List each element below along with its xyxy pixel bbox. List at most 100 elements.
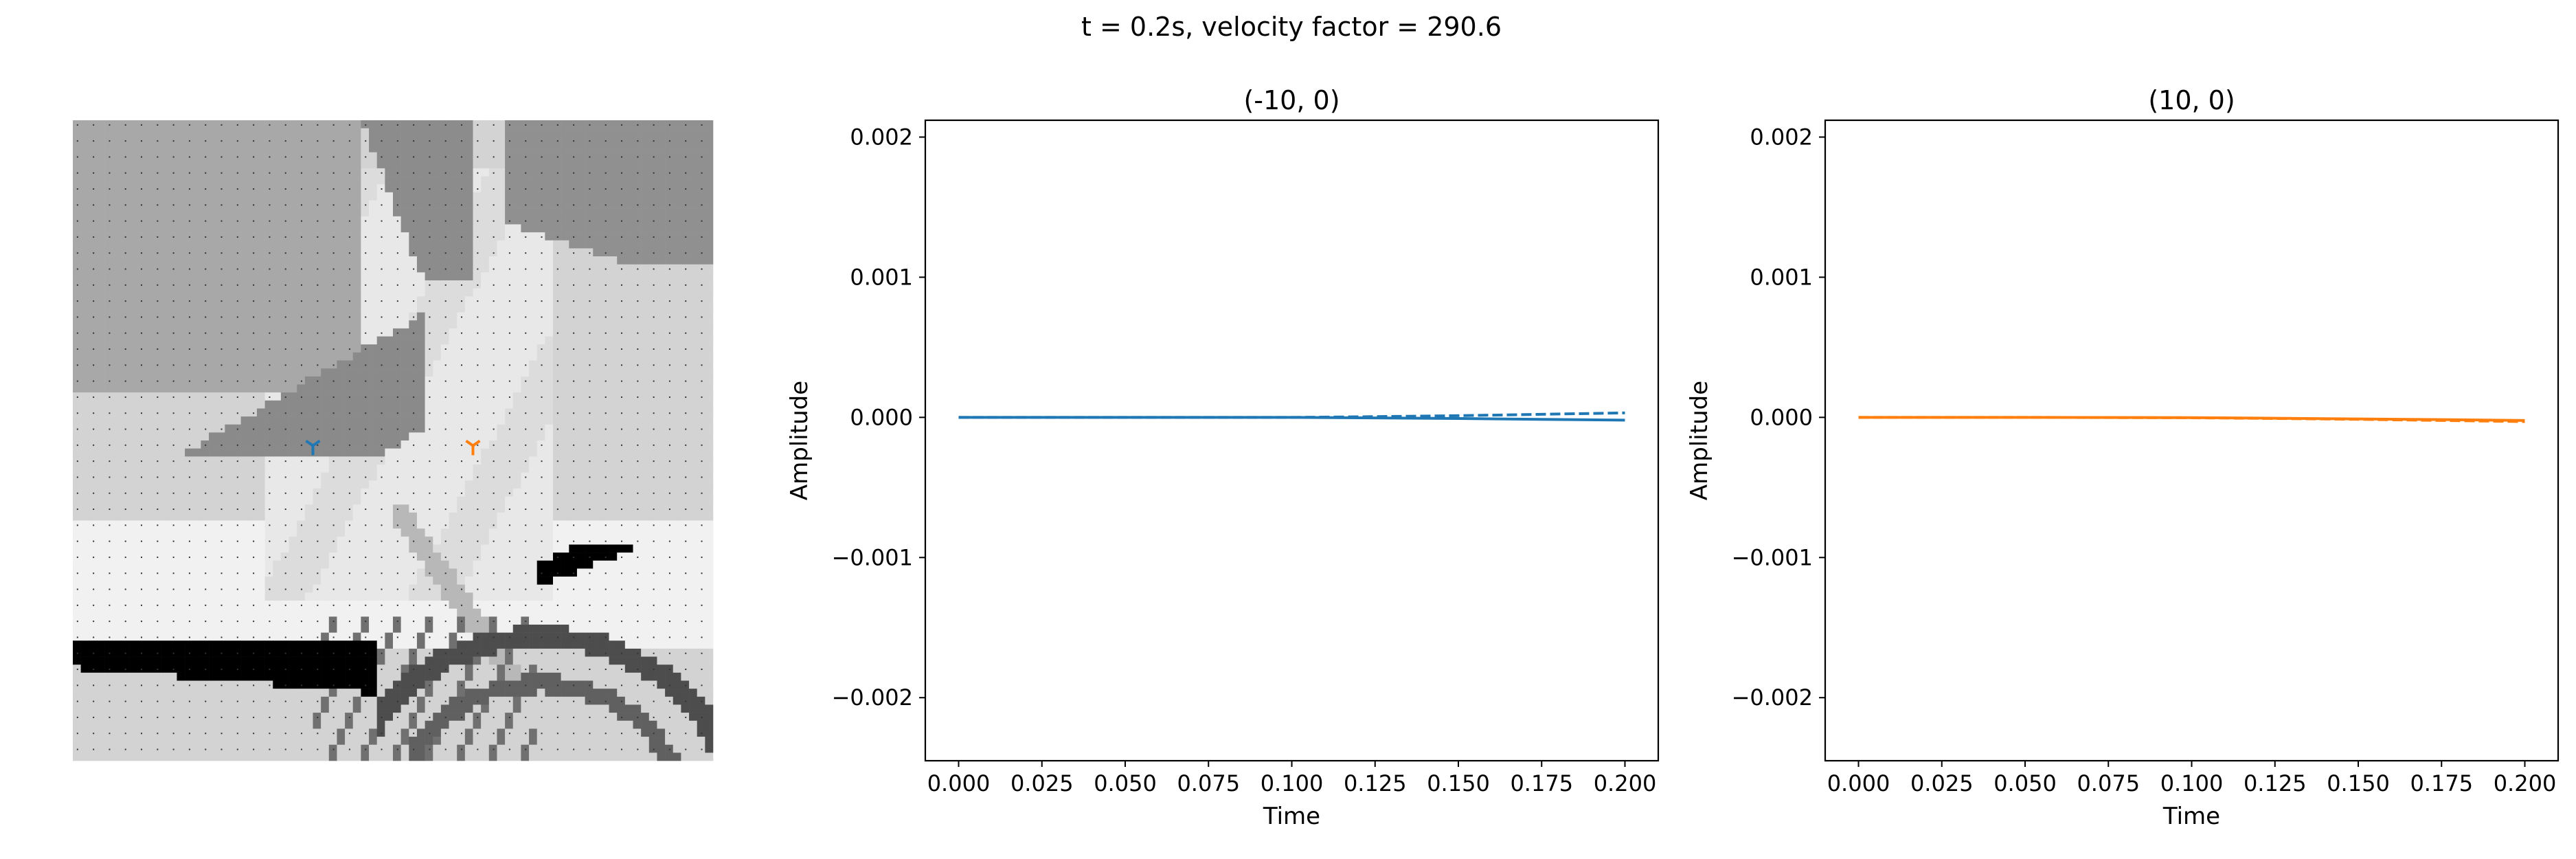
heatmap-cell	[561, 136, 569, 145]
heatmap-cell	[689, 528, 697, 537]
heatmap-cell	[433, 136, 442, 145]
heatmap-cell	[209, 424, 217, 433]
heatmap-cell	[545, 144, 554, 153]
heatmap-cell	[705, 336, 714, 345]
heatmap-cell	[321, 408, 330, 417]
heatmap-cell	[233, 384, 241, 393]
heatmap-cell	[96, 528, 105, 537]
heatmap-cell	[593, 152, 602, 161]
heatmap-cell	[545, 248, 554, 257]
heatmap-cell	[593, 272, 602, 281]
heatmap-cell	[137, 448, 146, 457]
heatmap-cell	[464, 320, 473, 329]
heatmap-cell	[425, 368, 433, 377]
heatmap-cell	[137, 592, 146, 601]
heatmap-cell	[440, 128, 449, 137]
heatmap-cell	[689, 568, 697, 577]
heatmap-cell	[249, 160, 258, 169]
heatmap-cell	[113, 488, 122, 497]
heatmap-cell	[337, 328, 346, 337]
heatmap-cell	[425, 480, 433, 489]
heatmap-cell	[673, 168, 681, 177]
heatmap-cell	[641, 384, 650, 393]
heatmap-cell	[249, 240, 258, 249]
heatmap-cell	[497, 504, 506, 513]
heatmap-cell	[209, 280, 217, 289]
heatmap-cell	[433, 344, 442, 353]
heatmap-cell	[393, 560, 401, 569]
heatmap-cell	[352, 232, 361, 241]
heatmap-cell	[576, 528, 585, 537]
heatmap-cell	[681, 400, 690, 409]
heatmap-cell	[576, 408, 585, 417]
heatmap-cell	[337, 553, 346, 561]
heatmap-cell	[624, 601, 633, 609]
heatmap-cell	[561, 560, 569, 569]
heatmap-cell	[665, 416, 674, 425]
heatmap-cell	[289, 312, 297, 321]
heatmap-cell	[641, 256, 650, 265]
heatmap-cell	[280, 608, 289, 617]
heatmap-cell	[497, 384, 506, 393]
heatmap-cell	[128, 528, 137, 537]
heatmap-cell	[449, 384, 457, 393]
heatmap-cell	[585, 400, 594, 409]
heatmap-cell	[641, 608, 650, 617]
heatmap-cell	[641, 208, 650, 217]
heatmap-cell	[313, 544, 321, 553]
heatmap-cell	[192, 184, 201, 193]
heatmap-cell	[264, 272, 273, 281]
heatmap-cell	[328, 288, 337, 297]
heatmap-cell	[80, 368, 89, 377]
heatmap-cell	[593, 504, 602, 513]
heatmap-cell	[225, 408, 234, 417]
heatmap-cell	[545, 384, 554, 393]
heatmap-cell	[624, 280, 633, 289]
heatmap-cell	[80, 480, 89, 489]
heatmap-cell	[657, 368, 666, 377]
heatmap-cell	[352, 336, 361, 345]
heatmap-cell	[120, 592, 129, 601]
heatmap-cell	[433, 152, 442, 161]
heatmap-cell	[273, 568, 282, 577]
heatmap-cell	[225, 592, 234, 601]
heatmap-cell	[185, 128, 194, 137]
heatmap-cell	[177, 496, 185, 505]
heatmap-cell	[529, 400, 537, 409]
heatmap-cell	[209, 320, 217, 329]
heatmap-cell	[321, 448, 330, 457]
heatmap-cell	[113, 568, 122, 577]
heatmap-cell	[536, 528, 545, 537]
heatmap-cell	[641, 152, 650, 161]
heatmap-cell	[273, 472, 282, 481]
heatmap-cell	[73, 256, 81, 265]
heatmap-cell	[569, 368, 578, 377]
heatmap-cell	[505, 592, 514, 601]
heatmap-cell	[385, 264, 394, 273]
heatmap-cell	[553, 464, 561, 473]
heatmap-cell	[416, 264, 425, 273]
heatmap-cell	[328, 176, 337, 185]
heatmap-cell	[624, 144, 633, 153]
heatmap-cell	[457, 224, 466, 233]
heatmap-cell	[289, 472, 297, 481]
heatmap-cell	[425, 560, 433, 569]
heatmap-cell	[545, 216, 554, 225]
heatmap-cell	[113, 176, 122, 185]
heatmap-cell	[576, 368, 585, 377]
heatmap-cell	[328, 608, 337, 617]
heatmap-cell	[225, 240, 234, 249]
heatmap-cell	[192, 120, 201, 129]
heatmap-cell	[481, 448, 490, 457]
heatmap-cell	[497, 536, 506, 545]
heatmap-cell	[337, 176, 346, 185]
heatmap-cell	[113, 392, 122, 401]
heatmap-cell	[161, 152, 170, 161]
heatmap-cell	[561, 320, 569, 329]
heatmap-cell	[624, 536, 633, 545]
heatmap-cell	[705, 384, 714, 393]
heatmap-cell	[641, 288, 650, 297]
heatmap-cell	[617, 496, 626, 505]
heatmap-cell	[464, 536, 473, 545]
heatmap-cell	[665, 560, 674, 569]
